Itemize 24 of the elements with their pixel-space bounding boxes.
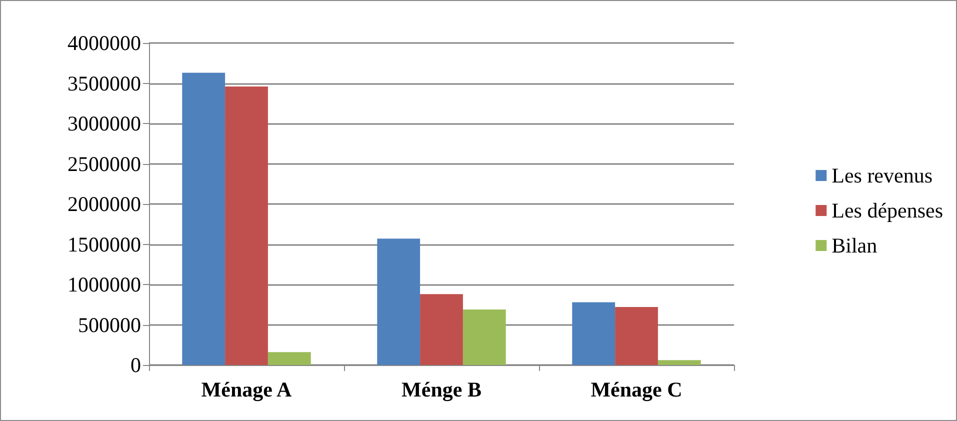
x-tick-label: Ménage C (590, 378, 682, 402)
bar (615, 307, 658, 365)
x-tick-label: Ménage A (201, 378, 293, 402)
bar (420, 294, 463, 365)
bar (658, 360, 701, 365)
bar (462, 309, 506, 365)
x-tick-label: Ménge B (402, 378, 482, 402)
y-tick-label: 2500000 (68, 152, 141, 176)
legend-label: Bilan (832, 234, 878, 258)
y-tick-label: 3500000 (68, 71, 141, 96)
legend-label: Les dépenses (832, 198, 944, 222)
bar (225, 86, 268, 365)
bar (268, 352, 311, 365)
y-tick-label: 3000000 (68, 112, 141, 136)
y-tick-label: 500000 (78, 312, 141, 337)
y-tick-label: 4000000 (68, 31, 141, 55)
y-tick-label: 1000000 (68, 272, 141, 296)
bar (572, 302, 616, 365)
bar (182, 72, 226, 365)
bar (377, 238, 420, 365)
y-tick-label: 0 (130, 353, 141, 377)
y-tick-label: 1500000 (68, 232, 141, 256)
y-tick-label: 2000000 (68, 192, 141, 216)
legend-label: Les revenus (832, 164, 933, 188)
